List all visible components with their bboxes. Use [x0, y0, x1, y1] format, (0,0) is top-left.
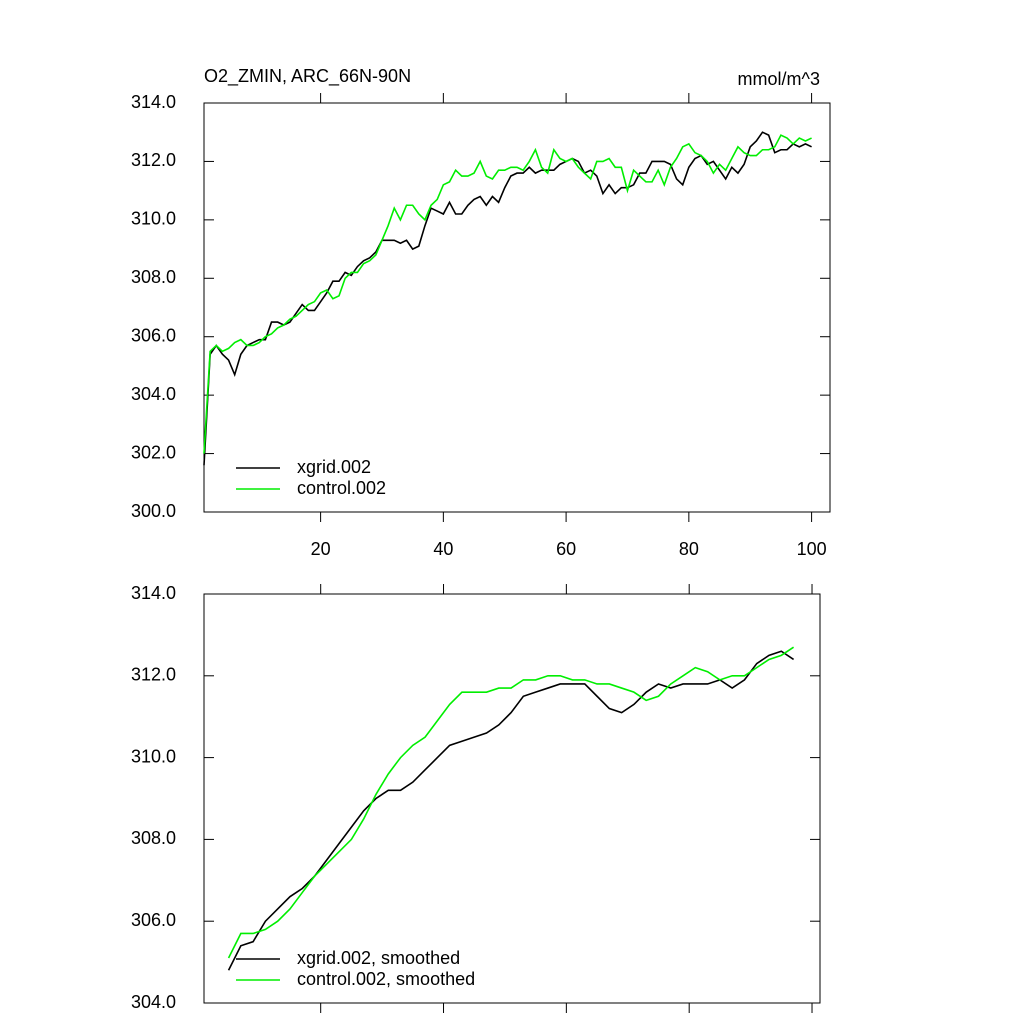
legend-label: xgrid.002, smoothed	[297, 948, 460, 968]
legend-label: control.002	[297, 478, 386, 498]
units-label: mmol/m^3	[738, 69, 820, 89]
y-tick-label: 310.0	[131, 746, 176, 766]
y-tick-label: 304.0	[131, 384, 176, 404]
y-tick-label: 308.0	[131, 828, 176, 848]
chart-title: O2_ZMIN, ARC_66N-90N	[204, 66, 411, 87]
y-tick-label: 310.0	[131, 209, 176, 229]
y-tick-label: 312.0	[131, 150, 176, 170]
legend-label: control.002, smoothed	[297, 969, 475, 989]
x-tick-label: 80	[679, 539, 699, 559]
y-tick-label: 302.0	[131, 442, 176, 462]
y-tick-label: 312.0	[131, 665, 176, 685]
series-line	[203, 131, 812, 466]
x-tick-label: 100	[797, 539, 827, 559]
plot-frame	[203, 102, 831, 513]
x-tick-label: 40	[433, 539, 453, 559]
y-tick-label: 304.0	[131, 992, 176, 1012]
plot-frame	[203, 593, 821, 1004]
y-tick-label: 314.0	[131, 92, 176, 112]
series-line	[227, 650, 795, 971]
legend-label: xgrid.002	[297, 457, 371, 477]
y-tick-label: 306.0	[131, 910, 176, 930]
y-tick-label: 306.0	[131, 325, 176, 345]
series-line	[203, 134, 812, 454]
y-tick-label: 314.0	[131, 583, 176, 603]
y-tick-label: 300.0	[131, 501, 176, 521]
x-tick-label: 60	[556, 539, 576, 559]
x-tick-label: 20	[311, 539, 331, 559]
y-tick-label: 308.0	[131, 267, 176, 287]
series-line	[227, 646, 795, 959]
